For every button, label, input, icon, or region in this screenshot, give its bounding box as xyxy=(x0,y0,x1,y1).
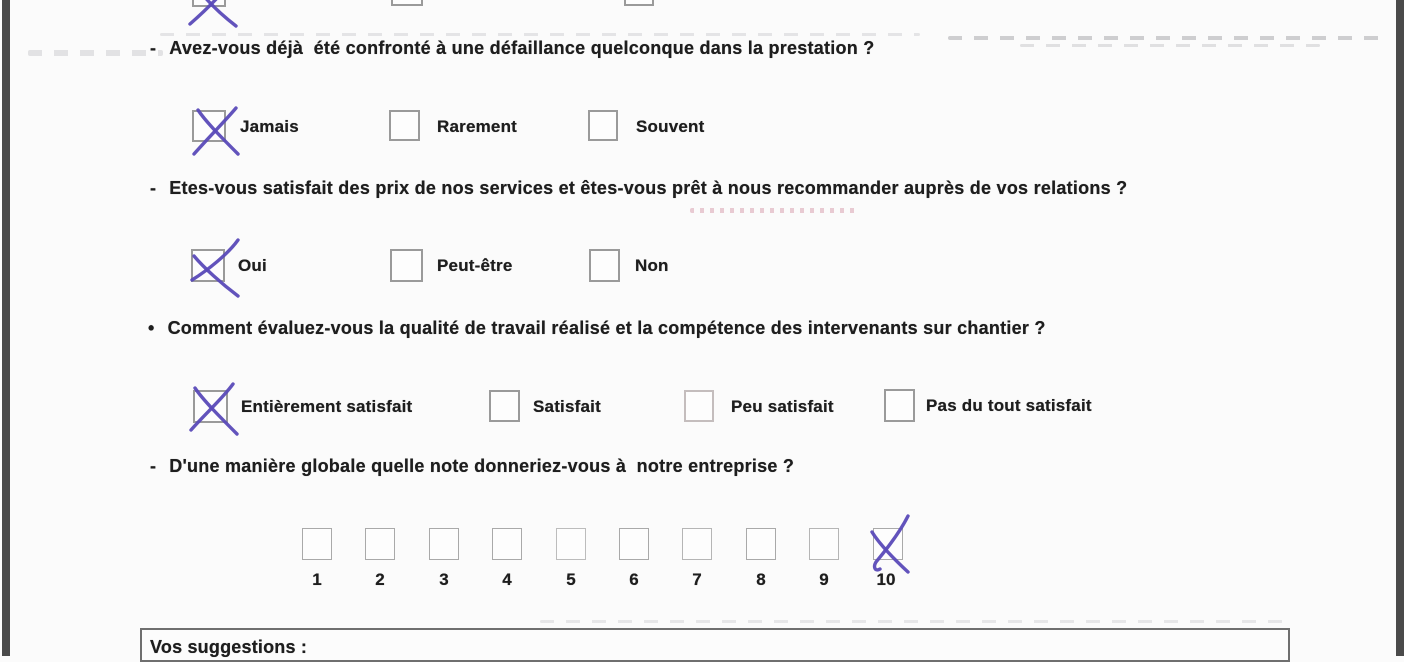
rating-box-8[interactable] xyxy=(746,528,776,560)
option-label-peu-satisfait: Peu satisfait xyxy=(731,397,834,416)
pen-x-mark xyxy=(189,382,239,436)
pen-x-mark xyxy=(870,514,910,574)
checkbox-cutoff-2[interactable] xyxy=(391,0,423,6)
checkbox-peu-satisfait[interactable] xyxy=(684,390,714,422)
option-label-jamais: Jamais xyxy=(240,117,299,136)
question-text: Etes-vous satisfait des prix de nos serv… xyxy=(169,178,1128,198)
rating-label-8: 8 xyxy=(756,570,766,589)
rating-box-9[interactable] xyxy=(809,528,839,560)
option-label-rarement: Rarement xyxy=(437,117,518,136)
option-label-non: Non xyxy=(635,256,669,275)
rating-label-1: 1 xyxy=(312,570,322,589)
rating-box-1[interactable] xyxy=(302,528,332,560)
rating-box-7[interactable] xyxy=(682,528,712,560)
question-text: D'une manière globale quelle note donner… xyxy=(169,456,795,476)
rating-label-5: 5 xyxy=(566,570,576,589)
rating-box-6[interactable] xyxy=(619,528,649,560)
checkbox-satisfait[interactable] xyxy=(489,390,520,422)
screen-edge-right xyxy=(1396,0,1404,656)
checkbox-souvent[interactable] xyxy=(588,110,618,141)
rating-box-2[interactable] xyxy=(365,528,395,560)
scan-smudge xyxy=(160,33,920,36)
suggestions-label: Vos suggestions : xyxy=(150,637,308,657)
question-1: - Avez-vous déjà été confronté à une déf… xyxy=(150,38,875,59)
screen-edge-left xyxy=(2,0,10,656)
rating-box-10[interactable] xyxy=(873,528,903,560)
checkbox-cutoff-3[interactable] xyxy=(624,0,654,6)
pen-x-mark xyxy=(190,238,240,298)
pen-x-mark xyxy=(188,0,238,28)
question-text: Comment évaluez-vous la qualité de trava… xyxy=(167,318,1046,338)
pen-x-mark xyxy=(192,106,240,156)
rating-box-4[interactable] xyxy=(492,528,522,560)
question-4: - D'une manière globale quelle note donn… xyxy=(150,456,794,477)
question-bullet: • xyxy=(148,318,155,338)
rating-label-2: 2 xyxy=(375,570,385,589)
option-label-souvent: Souvent xyxy=(636,117,705,136)
rating-label-7: 7 xyxy=(692,570,702,589)
rating-box-5[interactable] xyxy=(556,528,586,560)
suggestions-box[interactable] xyxy=(140,628,1290,662)
question-bullet: - xyxy=(150,178,157,198)
rating-label-4: 4 xyxy=(502,570,512,589)
rating-label-3: 3 xyxy=(439,570,449,589)
erased-pen-smudge xyxy=(690,208,860,213)
rating-label-10: 10 xyxy=(876,570,896,589)
option-label-entierement-satisfait: Entièrement satisfait xyxy=(241,397,413,416)
rating-label-9: 9 xyxy=(819,570,829,589)
checkbox-rarement[interactable] xyxy=(389,110,420,141)
question-2: - Etes-vous satisfait des prix de nos se… xyxy=(150,178,1127,199)
rating-label-6: 6 xyxy=(629,570,639,589)
checkbox-peut-etre[interactable] xyxy=(390,249,423,282)
option-label-oui: Oui xyxy=(238,256,267,275)
scan-smudge xyxy=(540,620,1285,623)
rating-box-3[interactable] xyxy=(429,528,459,560)
checkbox-non[interactable] xyxy=(589,249,620,282)
option-label-pas-du-tout-satisfait: Pas du tout satisfait xyxy=(926,396,1092,415)
question-bullet: - xyxy=(150,456,157,476)
scan-smudge xyxy=(948,36,1380,40)
question-3: • Comment évaluez-vous la qualité de tra… xyxy=(148,318,1046,339)
question-bullet: - xyxy=(150,38,157,58)
scan-smudge xyxy=(28,50,163,56)
question-text: Avez-vous déjà été confronté à une défai… xyxy=(169,38,875,58)
scan-smudge xyxy=(1020,44,1320,47)
checkbox-pas-du-tout-satisfait[interactable] xyxy=(884,389,915,422)
option-label-peut-etre: Peut-être xyxy=(437,256,513,275)
option-label-satisfait: Satisfait xyxy=(533,397,601,416)
